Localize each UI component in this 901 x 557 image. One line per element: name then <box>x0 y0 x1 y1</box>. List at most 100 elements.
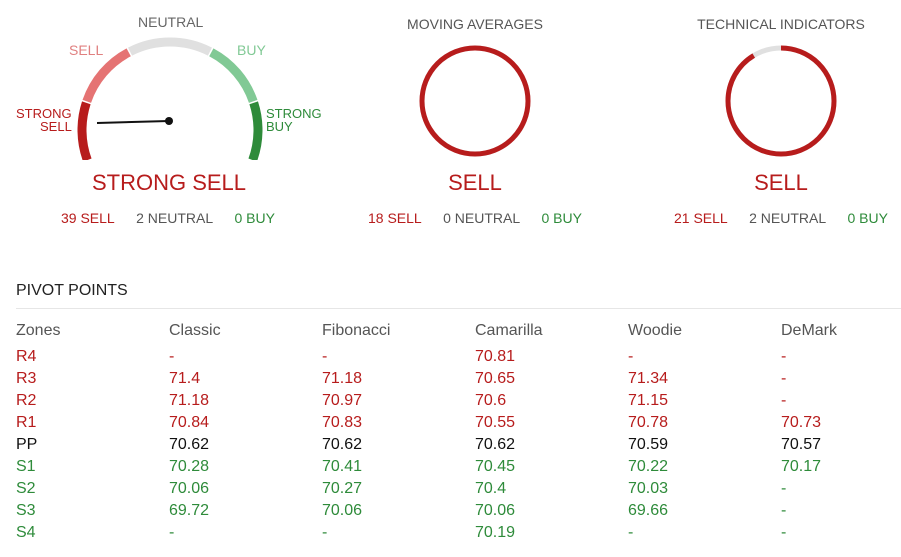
pivot-zone-label: R3 <box>16 370 37 387</box>
header-demark: DeMark <box>781 322 838 339</box>
pivot-cell: 70.4 <box>475 480 507 497</box>
summary-counts: 39 SELL 2 NEUTRAL 0 BUY <box>61 210 275 226</box>
ti-neutral-count: 2 NEUTRAL <box>749 210 826 226</box>
pivot-cell: - <box>781 480 787 497</box>
dial-arc-buy <box>209 48 258 103</box>
pivot-cell: - <box>169 524 175 541</box>
pivot-cell: 70.06 <box>169 480 210 497</box>
ti-sell-count: 21 SELL <box>674 210 728 226</box>
pivot-zone-label: R2 <box>16 392 37 409</box>
pivot-cell: 70.41 <box>322 458 363 475</box>
pivot-zone-label: S3 <box>16 502 36 519</box>
pivot-cell: - <box>169 348 175 365</box>
pivot-cell: 71.15 <box>628 392 669 409</box>
pivot-cell: 70.06 <box>475 502 516 519</box>
pivot-points-title: PIVOT POINTS <box>16 282 128 299</box>
dial-label-strong-sell-1: STRONG <box>16 106 72 121</box>
header-fibonacci: Fibonacci <box>322 322 391 339</box>
pivot-cell: 70.17 <box>781 458 822 475</box>
pivot-zone-label: S4 <box>16 524 36 541</box>
pivot-cell: 71.4 <box>169 370 201 387</box>
pivot-cell: - <box>628 524 634 541</box>
moving-averages-title: MOVING AVERAGES <box>407 16 543 32</box>
pivot-cell: 70.57 <box>781 436 822 453</box>
pivot-header-row: Zones Classic Fibonacci Camarilla Woodie… <box>16 322 901 344</box>
technical-indicators-title: TECHNICAL INDICATORS <box>697 16 865 32</box>
pivot-cell: 70.06 <box>322 502 363 519</box>
pivot-cell: 70.22 <box>628 458 669 475</box>
pivot-cell: - <box>781 348 787 365</box>
pivot-cell: 69.72 <box>169 502 210 519</box>
moving-averages-counts: 18 SELL 0 NEUTRAL 0 BUY <box>368 210 582 226</box>
dial-needle <box>96 120 170 124</box>
pivot-cell: - <box>781 502 787 519</box>
pivot-cell: 70.28 <box>169 458 210 475</box>
summary-sell-count: 39 SELL <box>61 210 115 226</box>
dial-arc-strong-sell <box>77 101 92 160</box>
dial-label-neutral: NEUTRAL <box>138 14 204 30</box>
pivot-cell: 70.19 <box>475 524 516 541</box>
dial-label-strong-buy-1: STRONG <box>266 106 322 121</box>
pivot-cell: 70.45 <box>475 458 516 475</box>
summary-buy-count: 0 BUY <box>234 210 275 226</box>
table-row: R1 70.84 70.83 70.55 70.78 70.73 <box>16 414 901 436</box>
pivot-zone-label: S1 <box>16 458 36 475</box>
dial-arc-neutral <box>128 37 212 56</box>
table-row: PP 70.62 70.62 70.62 70.59 70.57 <box>16 436 901 458</box>
header-zones: Zones <box>16 322 61 339</box>
pivot-divider <box>16 308 901 309</box>
pivot-cell: 70.55 <box>475 414 516 431</box>
pivot-cell: 70.73 <box>781 414 822 431</box>
table-row: R2 71.18 70.97 70.6 71.15 - <box>16 392 901 414</box>
pivot-cell: 70.83 <box>322 414 363 431</box>
ti-ring-sell <box>725 45 837 157</box>
pivot-cell: 70.78 <box>628 414 669 431</box>
technical-indicators-counts: 21 SELL 2 NEUTRAL 0 BUY <box>674 210 888 226</box>
pivot-cell: - <box>322 348 328 365</box>
table-row: S2 70.06 70.27 70.4 70.03 - <box>16 480 901 502</box>
header-woodie: Woodie <box>628 322 682 339</box>
header-camarilla: Camarilla <box>475 322 543 339</box>
pivot-cell: - <box>628 348 634 365</box>
pivot-cell: 70.81 <box>475 348 516 365</box>
table-row: R4 - - 70.81 - - <box>16 348 901 370</box>
pivot-cell: 70.59 <box>628 436 669 453</box>
summary-neutral-count: 2 NEUTRAL <box>136 210 213 226</box>
table-row: S4 - - 70.19 - - <box>16 524 901 546</box>
pivot-cell: 70.84 <box>169 414 210 431</box>
pivot-zone-label: S2 <box>16 480 36 497</box>
pivot-cell: 69.66 <box>628 502 669 519</box>
dial-label-strong-sell-2: SELL <box>40 119 72 134</box>
ma-buy-count: 0 BUY <box>541 210 582 226</box>
pivot-cell: 70.27 <box>322 480 363 497</box>
ma-ring-sell <box>419 45 531 157</box>
dial-svg <box>77 37 263 160</box>
dial-label-strong-buy-2: BUY <box>266 119 293 134</box>
dial-needle-hub <box>165 117 173 125</box>
table-row: S1 70.28 70.41 70.45 70.22 70.17 <box>16 458 901 480</box>
pivot-cell: 70.97 <box>322 392 363 409</box>
dial-arc-sell <box>82 48 131 103</box>
table-row: R3 71.4 71.18 70.65 71.34 - <box>16 370 901 392</box>
pivot-zone-label: R1 <box>16 414 37 431</box>
pivot-cell: 71.18 <box>169 392 210 409</box>
table-row: S3 69.72 70.06 70.06 69.66 - <box>16 502 901 524</box>
pivot-zone-label: PP <box>16 436 38 453</box>
pivot-cell: 70.03 <box>628 480 669 497</box>
pivot-cell: 71.18 <box>322 370 363 387</box>
pivot-cell: - <box>781 524 787 541</box>
header-classic: Classic <box>169 322 221 339</box>
moving-averages-ring <box>419 45 531 157</box>
technical-indicators-ring <box>725 45 837 157</box>
pivot-cell: - <box>322 524 328 541</box>
pivot-cell: 70.65 <box>475 370 516 387</box>
dial-label-buy: BUY <box>237 42 266 58</box>
ma-neutral-count: 0 NEUTRAL <box>443 210 520 226</box>
moving-averages-verdict: SELL <box>448 170 502 195</box>
pivot-cell: 70.62 <box>322 436 363 453</box>
pivot-cell: 70.62 <box>475 436 516 453</box>
pivot-cell: - <box>781 370 787 387</box>
ti-buy-count: 0 BUY <box>847 210 888 226</box>
dial-arc-strong-buy <box>248 101 263 160</box>
dial-label-sell: SELL <box>69 42 104 58</box>
